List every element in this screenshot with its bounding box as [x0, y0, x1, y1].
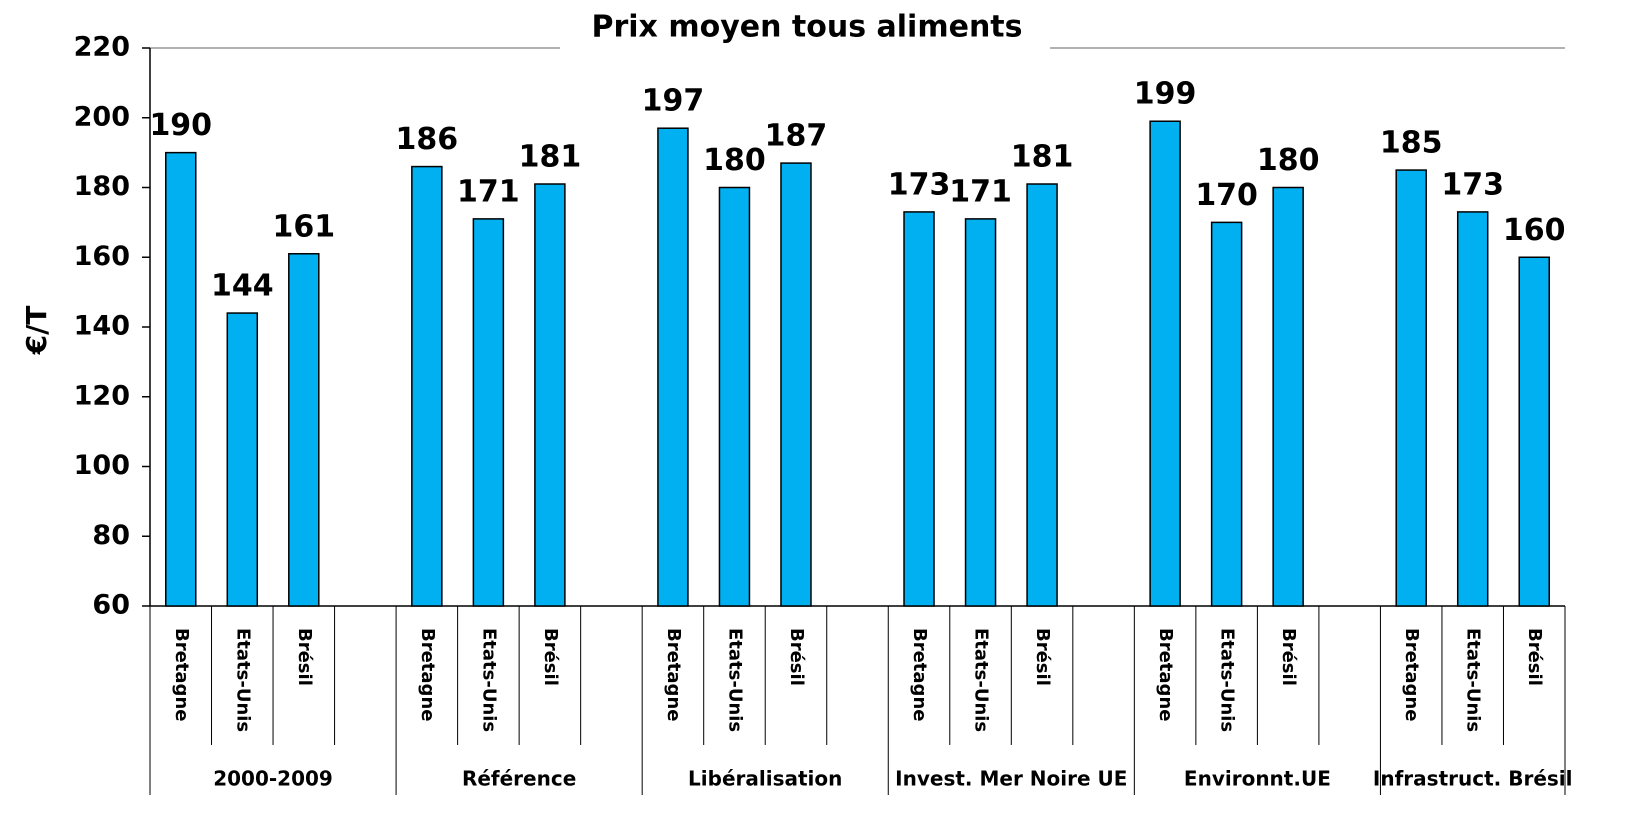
- y-axis-label: €/T: [20, 306, 53, 356]
- x-tick-label: Bretagne: [1155, 628, 1176, 721]
- x-tick-label: Brésil: [1278, 628, 1299, 686]
- bar: [964, 218, 997, 607]
- x-tick-label: Brésil: [1032, 628, 1053, 686]
- data-label: 161: [272, 209, 335, 244]
- x-tick-label: Brésil: [786, 628, 807, 686]
- bar: [1518, 256, 1550, 607]
- y-tick-label: 120: [74, 380, 130, 411]
- bar: [165, 151, 197, 607]
- x-tick-label: Etats-Unis: [1217, 628, 1238, 732]
- group-label: Infrastruct. Brésil: [1373, 767, 1573, 791]
- x-tick-label: Brésil: [1524, 628, 1545, 686]
- bar: [718, 186, 751, 607]
- data-label: 185: [1380, 126, 1443, 161]
- x-tick-label: Etats-Unis: [724, 628, 745, 732]
- y-tick-label: 200: [74, 101, 130, 132]
- y-tick-label: 140: [74, 311, 130, 342]
- data-label: 187: [765, 119, 828, 154]
- x-tick-label: Etats-Unis: [1463, 628, 1484, 732]
- y-tick-label: 60: [92, 590, 130, 621]
- x-tick-label: Brésil: [540, 628, 561, 686]
- y-tick-label: 80: [92, 520, 130, 551]
- bar: [226, 312, 259, 607]
- y-tick-label: 180: [74, 171, 130, 202]
- x-tick-label: Etats-Unis: [971, 628, 992, 732]
- data-label: 144: [211, 269, 274, 304]
- data-label: 173: [1441, 167, 1504, 202]
- data-label: 173: [888, 167, 951, 202]
- x-tick-label: Bretagne: [909, 628, 930, 721]
- bar: [780, 162, 812, 607]
- title-background: [560, 8, 1050, 52]
- data-label: 186: [396, 122, 459, 157]
- data-label: 199: [1134, 77, 1197, 112]
- bar: [1456, 211, 1489, 607]
- x-tick-label: Bretagne: [1401, 628, 1422, 721]
- bar: [1026, 183, 1058, 607]
- x-tick-label: Brésil: [294, 628, 315, 686]
- x-tick-label: Bretagne: [171, 628, 192, 721]
- data-label: 181: [1011, 140, 1074, 175]
- bar: [1272, 186, 1304, 607]
- bar: [534, 183, 566, 607]
- data-label: 180: [1257, 143, 1320, 178]
- bar: [1395, 169, 1427, 607]
- x-tick-label: Bretagne: [663, 628, 684, 721]
- bar: [411, 165, 443, 607]
- data-label: 181: [519, 140, 582, 175]
- x-tick-label: Etats-Unis: [232, 628, 253, 732]
- data-label: 190: [149, 108, 212, 143]
- x-tick-label: Etats-Unis: [478, 628, 499, 732]
- group-label: Libéralisation: [688, 767, 842, 791]
- data-label: 197: [642, 84, 705, 119]
- x-tick-label: Bretagne: [417, 628, 438, 721]
- y-tick-label: 220: [74, 32, 130, 63]
- chart-title: Prix moyen tous aliments: [591, 10, 1022, 45]
- group-label: Environnt.UE: [1184, 767, 1331, 791]
- bar: [1210, 221, 1243, 607]
- data-label: 170: [1195, 178, 1258, 213]
- bar: [903, 211, 935, 607]
- group-label: 2000-2009: [213, 767, 333, 791]
- group-label: Référence: [462, 767, 576, 791]
- data-label: 171: [949, 174, 1012, 209]
- data-label: 180: [703, 143, 766, 178]
- data-label: 171: [457, 174, 520, 209]
- bar: [1149, 120, 1181, 607]
- bar: [657, 127, 689, 607]
- group-label: Invest. Mer Noire UE: [895, 767, 1127, 791]
- y-tick-label: 100: [74, 450, 130, 481]
- y-tick-label: 160: [74, 241, 130, 272]
- bar: [472, 218, 505, 607]
- data-label: 160: [1503, 213, 1566, 248]
- bar: [288, 253, 320, 607]
